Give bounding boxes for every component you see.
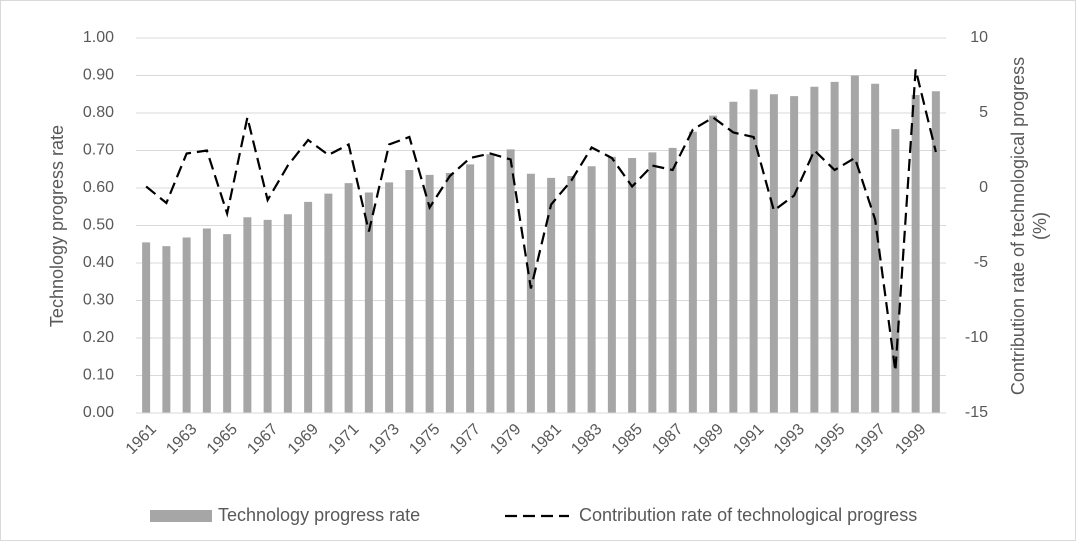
y-axis-label: Technology progress rate [47, 125, 67, 327]
y2-tick-label: -10 [965, 329, 988, 346]
bar [850, 75, 859, 413]
y2-tick-label: 5 [979, 104, 988, 121]
bar [749, 89, 758, 413]
y-tick-label: 0.40 [83, 254, 114, 271]
y-tick-label: 0.60 [83, 179, 114, 196]
y-tick-label: 0.50 [83, 217, 114, 234]
y-tick-label: 0.90 [83, 67, 114, 84]
y-tick-label: 0.20 [83, 329, 114, 346]
y-tick-label: 0.70 [83, 142, 114, 159]
x-tick-label: 1975 [406, 421, 443, 458]
bar [547, 177, 556, 413]
y-tick-label: 1.00 [83, 29, 114, 46]
bar [263, 219, 272, 413]
x-tick-label: 1977 [447, 421, 484, 458]
bar [486, 154, 495, 413]
x-tick-label: 1995 [811, 421, 848, 458]
bar [202, 228, 211, 413]
bar [587, 166, 596, 413]
bar [931, 91, 940, 413]
bar [304, 201, 313, 413]
x-tick-label: 1967 [244, 421, 281, 458]
x-tick-label: 1971 [325, 421, 362, 458]
y2-tick-label: -15 [965, 404, 988, 421]
y2-axis-label: Contribution rate of technological progr… [1008, 57, 1050, 395]
chart-frame [0, 0, 1076, 541]
x-tick-label: 1969 [285, 421, 322, 458]
x-tick-label: 1987 [649, 421, 686, 458]
bar [385, 182, 394, 413]
bar [648, 152, 657, 413]
y2-tick-label: 10 [970, 29, 988, 46]
y-tick-label: 0.80 [83, 104, 114, 121]
bar [283, 214, 292, 413]
bar [243, 217, 252, 413]
legend-swatch [150, 510, 212, 522]
bar [790, 96, 799, 413]
bar [405, 170, 414, 413]
line [145, 69, 937, 372]
x-tick-label: 1981 [528, 421, 565, 458]
bar [709, 115, 718, 413]
x-tick-label: 1965 [204, 421, 241, 458]
bar [445, 173, 454, 413]
bar [891, 129, 900, 413]
bar [668, 147, 677, 413]
bar [607, 156, 616, 413]
bar [688, 131, 697, 413]
x-tick-label: 1997 [852, 421, 889, 458]
bar [628, 158, 637, 413]
x-tick-label: 1989 [690, 421, 727, 458]
bar [911, 95, 920, 413]
bar [142, 242, 151, 413]
bar [425, 174, 434, 413]
x-tick-label: 1963 [163, 421, 200, 458]
bar [223, 234, 232, 413]
bar [567, 176, 576, 413]
x-tick-label: 1985 [609, 421, 646, 458]
bar [769, 94, 778, 413]
x-tick-label: 1999 [892, 421, 929, 458]
x-tick-label: 1961 [123, 421, 160, 458]
bar [729, 101, 738, 413]
bar [364, 192, 373, 413]
y-tick-label: 0.00 [83, 404, 114, 421]
bar [182, 237, 191, 413]
y2-tick-label: -5 [974, 254, 988, 271]
x-tick-label: 1979 [487, 421, 524, 458]
x-tick-label: 1993 [771, 421, 808, 458]
bar [162, 246, 171, 413]
legend-label: Contribution rate of technological progr… [579, 505, 917, 525]
bar [324, 193, 333, 413]
bar [506, 149, 515, 413]
bar [344, 183, 353, 413]
bar [466, 164, 475, 413]
y2-tick-label: 0 [979, 179, 988, 196]
x-tick-label: 1983 [568, 421, 605, 458]
bar [871, 83, 880, 413]
y-tick-label: 0.10 [83, 367, 114, 384]
bar [830, 81, 839, 413]
y-tick-label: 0.30 [83, 292, 114, 309]
bar [810, 86, 819, 413]
x-tick-label: 1973 [366, 421, 403, 458]
x-tick-label: 1991 [730, 421, 767, 458]
legend-label: Technology progress rate [218, 505, 420, 525]
bar [526, 173, 535, 413]
